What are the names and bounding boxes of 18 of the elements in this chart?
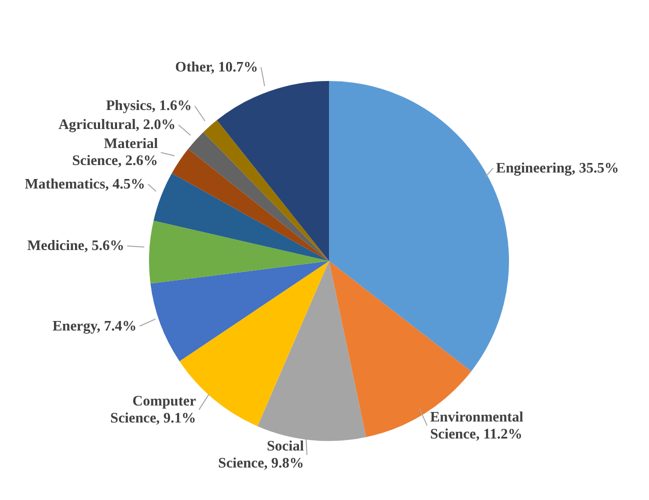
pie-slice bbox=[150, 261, 329, 362]
pie-slice bbox=[203, 120, 329, 261]
slice-label: Computer Science, 9.1% bbox=[110, 393, 197, 426]
slice-label: Other, 10.7% bbox=[175, 59, 258, 76]
slice-label: Energy, 7.4% bbox=[52, 318, 137, 334]
slice-label: Social Science, 9.8% bbox=[218, 438, 304, 472]
pie-slice bbox=[188, 132, 329, 261]
pie-slice bbox=[154, 173, 329, 261]
slice-label: Medicine, 5.6% bbox=[27, 238, 124, 254]
slice-label: Mathematics, 4.5% bbox=[24, 176, 146, 192]
pie-slice bbox=[172, 148, 329, 261]
pie-slice bbox=[216, 81, 329, 261]
slice-label: Material Science, 2.6% bbox=[72, 136, 158, 170]
slice-label: Engineering, 35.5% bbox=[496, 160, 619, 176]
slice-label: Environmental Science, 11.2% bbox=[430, 409, 524, 442]
slice-label: Agricultural, 2.0% bbox=[58, 117, 176, 134]
pie-slice bbox=[149, 220, 329, 284]
slice-label: Physics, 1.6% bbox=[106, 98, 192, 114]
